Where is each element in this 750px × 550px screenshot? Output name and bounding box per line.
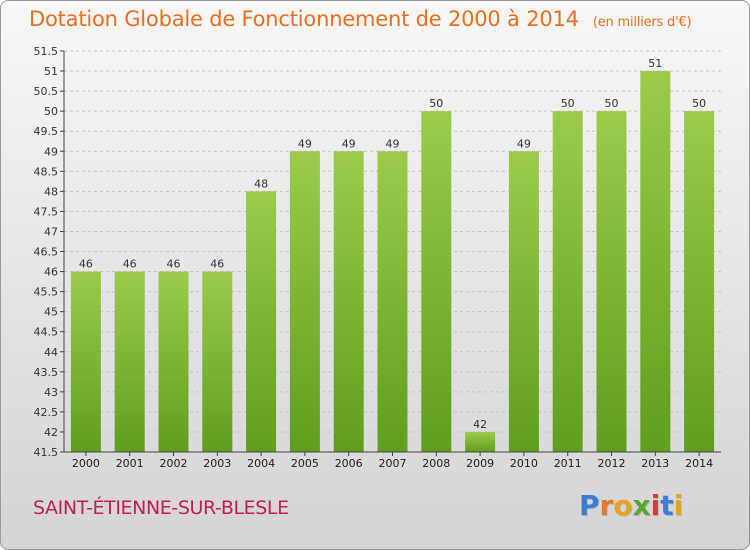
logo-letter: o (613, 489, 633, 522)
x-tick-label: 2001 (116, 457, 144, 470)
y-axis-ticks: 41.5 42 42.5 43 43.5 44 44.5 45 45.5 46 46.5 47 47.5… (34, 45, 64, 459)
chart-units: (en milliers d'€) (592, 15, 692, 30)
y-tick-label: 50 (44, 105, 58, 118)
data-label: 49 (386, 137, 400, 150)
y-tick-label: 51 (44, 65, 58, 78)
logo-letter: P (579, 489, 600, 522)
y-tick-label: 48 (44, 185, 58, 198)
bar-series (70, 71, 715, 453)
data-label: 50 (429, 97, 443, 110)
bar (596, 111, 627, 453)
data-label: 49 (298, 137, 312, 150)
bar (552, 111, 583, 453)
chart-title-text: Dotation Globale de Fonctionnement de 20… (29, 7, 579, 31)
y-tick-label: 50.5 (34, 85, 59, 98)
logo-letter: t (660, 489, 674, 522)
y-tick-label: 44.5 (34, 326, 59, 339)
y-tick-label: 46 (44, 266, 58, 279)
y-tick-label: 44 (44, 346, 58, 359)
x-tick-label: 2008 (422, 457, 450, 470)
data-label: 50 (692, 97, 706, 110)
commune-name: SAINT-ÉTIENNE-SUR-BLESLE (33, 497, 289, 519)
y-tick-label: 48.5 (34, 165, 59, 178)
x-tick-label: 2010 (510, 457, 538, 470)
x-tick-label: 2011 (554, 457, 582, 470)
y-tick-label: 49.5 (34, 125, 59, 138)
y-tick-label: 45 (44, 306, 58, 319)
x-tick-label: 2013 (641, 457, 669, 470)
x-tick-label: 2009 (466, 457, 494, 470)
x-axis-ticks: 2000 2001 2002 2003 2004 2005 2006 2007 2008 2009… (72, 452, 713, 470)
x-tick-label: 2000 (72, 457, 100, 470)
logo-letter: i (650, 489, 661, 522)
logo-letter: i (673, 489, 684, 522)
y-tick-label: 46.5 (34, 246, 59, 259)
data-label: 51 (648, 57, 662, 70)
y-tick-label: 42.5 (34, 406, 59, 419)
bar (465, 431, 496, 452)
y-tick-label: 47.5 (34, 205, 59, 218)
y-tick-label: 51.5 (34, 45, 59, 58)
bar (684, 111, 715, 453)
y-tick-label: 42 (44, 426, 58, 439)
data-labels: 46 46 46 46 48 49 49 49 50 42 49 50 50 51 50 (79, 57, 706, 431)
data-label: 49 (517, 137, 531, 150)
bar (70, 271, 101, 452)
data-label: 42 (473, 418, 487, 431)
y-tick-label: 49 (44, 145, 58, 158)
x-tick-label: 2007 (379, 457, 407, 470)
x-tick-label: 2003 (203, 457, 231, 470)
logo-letter: r (599, 489, 614, 522)
data-label: 46 (79, 258, 93, 271)
x-tick-label: 2004 (247, 457, 275, 470)
y-tick-label: 43 (44, 386, 58, 399)
x-tick-label: 2012 (598, 457, 626, 470)
bar (246, 191, 277, 452)
bar (202, 271, 233, 452)
bar (421, 111, 452, 453)
y-tick-label: 41.5 (34, 446, 59, 459)
data-label: 49 (342, 137, 356, 150)
data-label: 46 (167, 258, 181, 271)
bar (114, 271, 145, 452)
x-tick-label: 2014 (685, 457, 713, 470)
chart-title: Dotation Globale de Fonctionnement de 20… (29, 7, 692, 31)
data-label: 50 (561, 97, 575, 110)
bar (640, 71, 671, 453)
data-label: 50 (605, 97, 619, 110)
y-tick-label: 45.5 (34, 286, 59, 299)
x-tick-label: 2002 (160, 457, 188, 470)
bar (377, 151, 408, 452)
bar (158, 271, 189, 452)
bar (333, 151, 364, 452)
data-label: 46 (123, 258, 137, 271)
x-tick-label: 2006 (335, 457, 363, 470)
bar (508, 151, 539, 452)
logo-letter: x (632, 489, 651, 522)
bar (289, 151, 320, 452)
y-tick-label: 43.5 (34, 366, 59, 379)
y-tick-label: 47 (44, 225, 58, 238)
data-label: 48 (254, 177, 268, 190)
proxiti-logo[interactable]: Proxiti (579, 489, 683, 522)
x-tick-label: 2005 (291, 457, 319, 470)
data-label: 46 (210, 258, 224, 271)
